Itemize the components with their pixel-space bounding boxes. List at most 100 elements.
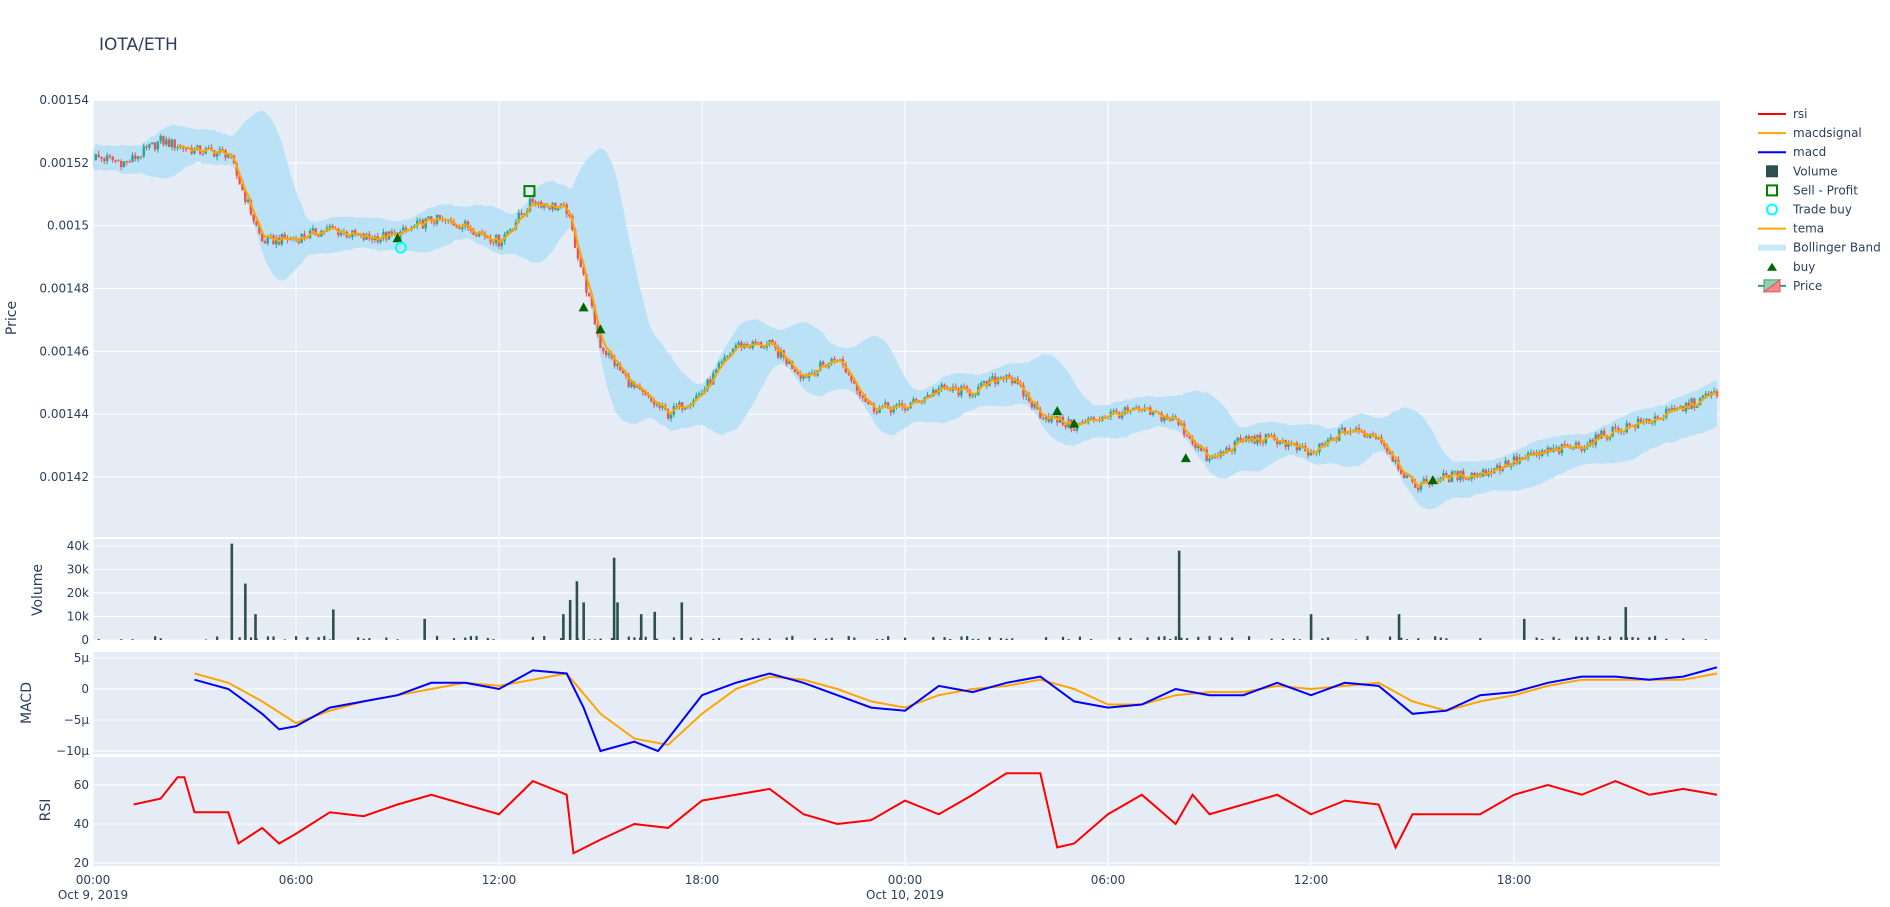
volume-bar	[1000, 638, 1002, 640]
volume-bar	[1271, 639, 1273, 640]
volume-bar	[645, 637, 647, 640]
volume-bar	[1575, 637, 1577, 640]
volume-bar	[1178, 551, 1181, 640]
candle	[1236, 438, 1238, 442]
volume-bar	[653, 612, 656, 640]
legend-item-sell-profit[interactable]: Sell - Profit	[1767, 183, 1858, 197]
candle	[419, 220, 421, 221]
volume-bar	[712, 639, 714, 640]
volume-bar	[673, 637, 675, 640]
volume-bar	[1045, 637, 1047, 640]
volume-bar	[814, 638, 816, 640]
volume-bar	[791, 636, 793, 640]
candle	[148, 144, 150, 148]
legend-item-trade-buy[interactable]: Trade buy	[1767, 203, 1852, 217]
volume-bar	[1090, 639, 1092, 640]
volume-bar	[932, 637, 934, 640]
volume-bar	[154, 636, 156, 640]
y-tick-label: 40k	[67, 539, 89, 553]
legend-item-buy[interactable]: buy	[1767, 260, 1815, 274]
volume-bar	[532, 637, 534, 640]
volume-bar	[1299, 639, 1301, 640]
legend[interactable]: rsi macdsignal macd Volume Sell - Profit Trad…	[1758, 107, 1881, 293]
volume-bar	[989, 637, 991, 640]
volume-bar	[1541, 639, 1543, 640]
candle	[1332, 438, 1334, 439]
candle	[202, 154, 204, 155]
candle	[1186, 435, 1188, 436]
legend-label: Bollinger Band	[1793, 241, 1881, 255]
volume-bar	[701, 639, 703, 640]
legend-item-tema[interactable]: tema	[1758, 222, 1824, 236]
candle	[721, 362, 723, 364]
volume-bar	[943, 637, 945, 640]
y-tick-label: 0.00146	[39, 344, 89, 358]
volume-bar	[487, 638, 489, 640]
volume-bar	[120, 639, 122, 640]
legend-item-price[interactable]: Price	[1758, 279, 1822, 293]
candle	[131, 155, 133, 162]
candle	[608, 353, 610, 355]
candle	[176, 147, 178, 148]
volume-bar	[966, 636, 968, 640]
legend-item-bollinger-band[interactable]: Bollinger Band	[1758, 241, 1881, 255]
volume-bar	[160, 638, 162, 640]
volume-bar	[1248, 636, 1250, 640]
x-tick-label: 18:00	[685, 873, 720, 887]
candle	[1445, 473, 1447, 476]
candle	[532, 199, 534, 203]
x-tick-label: 00:00	[76, 873, 111, 887]
volume-bar	[752, 638, 754, 640]
volume-bar	[306, 637, 308, 640]
volume-bar	[1310, 614, 1313, 640]
y-axis-title-volume: Volume	[30, 564, 46, 616]
legend-label: tema	[1793, 222, 1824, 236]
candle	[159, 136, 161, 141]
legend-item-macdsignal[interactable]: macdsignal	[1758, 126, 1862, 140]
candle	[520, 213, 522, 215]
x-tick-label: 12:00	[1294, 873, 1329, 887]
volume-bar	[569, 600, 572, 640]
legend-item-macd[interactable]: macd	[1758, 145, 1826, 159]
candle	[165, 139, 167, 144]
volume-bar	[1682, 638, 1684, 640]
volume-bar	[876, 639, 878, 640]
candle	[100, 157, 102, 159]
candle	[1628, 423, 1630, 425]
volume-bar	[949, 639, 951, 640]
candle	[171, 139, 173, 147]
volume-bar	[244, 584, 247, 640]
y-tick-label: 0.00144	[39, 407, 89, 421]
y-tick-label: 0.00148	[39, 281, 89, 295]
volume-bar	[1321, 638, 1323, 640]
candle	[630, 382, 632, 387]
x-tick-label: 06:00	[1091, 873, 1126, 887]
legend-item-volume[interactable]: Volume	[1766, 164, 1838, 178]
candle	[802, 376, 804, 378]
volume-bar	[436, 636, 438, 640]
candle	[112, 157, 114, 160]
volume-bar	[250, 637, 252, 640]
volume-bar	[329, 639, 331, 640]
volume-bar	[1220, 638, 1222, 640]
candle	[117, 160, 119, 161]
candle	[1208, 459, 1210, 461]
candle	[1417, 488, 1419, 490]
candle	[971, 396, 973, 397]
legend-item-rsi[interactable]: rsi	[1758, 107, 1808, 121]
candle	[867, 402, 869, 404]
volume-bar	[560, 638, 562, 640]
volume-bar	[1586, 637, 1588, 640]
volume-bar	[562, 614, 565, 640]
candle	[862, 396, 864, 398]
volume-bar	[216, 636, 218, 640]
legend-square-icon	[1766, 165, 1778, 177]
volume-bar	[1011, 638, 1013, 640]
volume-bar	[825, 639, 827, 640]
volume-bar	[284, 639, 286, 640]
volume-bar	[295, 636, 297, 640]
volume-bar	[357, 637, 359, 640]
volume-bar	[1186, 638, 1188, 640]
x-tick-label: 00:00	[888, 873, 923, 887]
volume-bar	[960, 636, 962, 640]
